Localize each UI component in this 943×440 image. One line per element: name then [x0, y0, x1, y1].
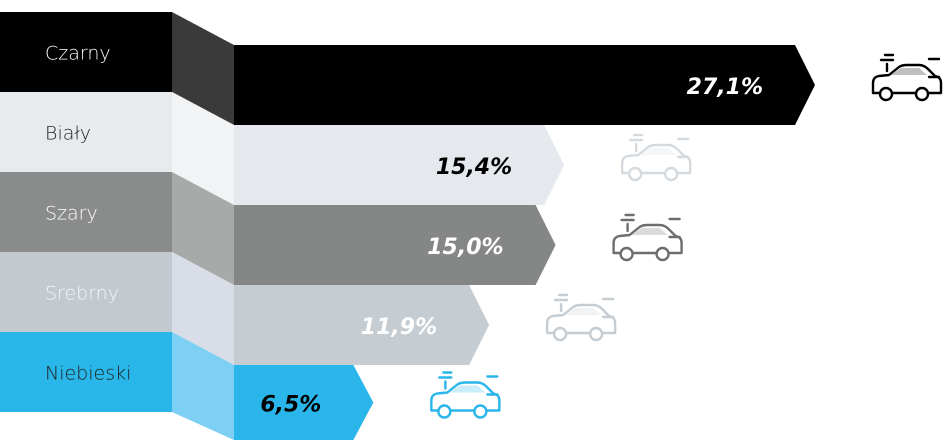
bar — [234, 45, 815, 125]
category-label: Niebieski — [45, 363, 131, 385]
car-wheel — [552, 326, 568, 342]
category-label: Srebrny — [45, 283, 119, 305]
bar — [234, 285, 490, 365]
car-wheel — [437, 404, 452, 419]
car-window — [449, 385, 486, 393]
category-box — [0, 172, 172, 252]
car-wheel — [619, 246, 634, 262]
car-window — [631, 228, 668, 235]
bar — [234, 125, 565, 205]
car-window — [640, 148, 677, 155]
car-wheel — [655, 246, 670, 262]
speed-lines — [553, 293, 615, 319]
category-label: Szary — [45, 203, 98, 225]
value-label: 15,4% — [436, 155, 512, 180]
value-label: 15,0% — [427, 235, 503, 260]
connector — [172, 252, 234, 365]
category-box — [0, 252, 172, 332]
speed-lines — [620, 213, 681, 239]
category-label: Czarny — [45, 43, 111, 65]
speed-lines — [628, 133, 690, 159]
bar — [234, 365, 374, 440]
value-label: 27,1% — [687, 75, 763, 100]
car-wheel — [914, 86, 930, 102]
value-label: 6,5% — [260, 393, 321, 418]
category-box — [0, 92, 172, 172]
car-icon — [430, 371, 501, 419]
category-label: Biały — [45, 123, 91, 145]
connector — [172, 12, 234, 125]
car-icon — [612, 213, 683, 262]
connector — [172, 172, 234, 285]
car-wheel — [588, 326, 604, 342]
car-icon — [871, 53, 943, 102]
car-wheel — [663, 166, 679, 182]
car-icon — [620, 133, 692, 182]
car-window — [891, 68, 927, 75]
car-wheel — [627, 166, 643, 182]
connector — [172, 92, 234, 205]
car-window — [565, 308, 602, 315]
value-label: 11,9% — [361, 315, 437, 340]
car-icon — [545, 293, 617, 342]
speed-lines — [438, 371, 499, 396]
speed-lines — [879, 53, 941, 79]
connector — [172, 332, 234, 440]
category-box — [0, 332, 172, 412]
bar — [234, 205, 556, 285]
car-wheel — [473, 404, 488, 419]
car-wheel — [878, 86, 894, 102]
category-box — [0, 12, 172, 92]
